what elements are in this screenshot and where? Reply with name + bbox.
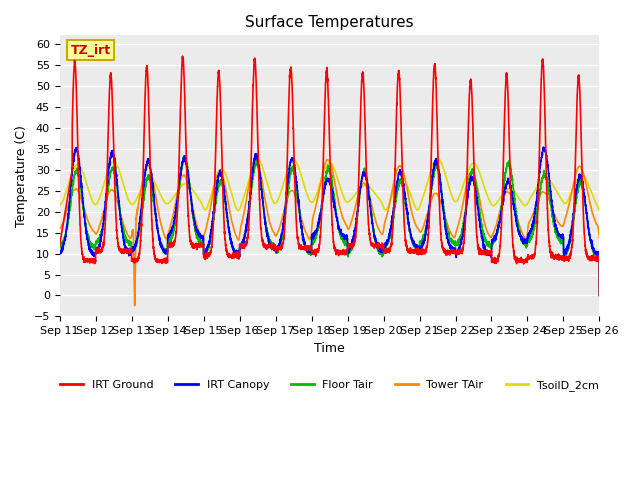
IRT Canopy — [595, 252, 603, 257]
TsoilD_2cm — [434, 156, 442, 161]
Text: TZ_irt: TZ_irt — [70, 44, 111, 57]
Line: Tower TAir: Tower TAir — [60, 160, 600, 306]
Floor Tair — [451, 242, 458, 248]
IRT Ground — [481, 251, 489, 257]
IRT Canopy — [420, 236, 428, 241]
TsoilD_2cm — [596, 207, 604, 213]
Tower TAir — [421, 220, 429, 226]
Line: TsoilD_2cm: TsoilD_2cm — [60, 158, 600, 210]
IRT Ground — [56, 242, 63, 248]
Floor Tair — [153, 223, 161, 229]
Floor Tair — [181, 153, 189, 158]
IRT Canopy — [596, 293, 604, 299]
Tower TAir — [451, 235, 458, 240]
IRT Canopy — [56, 249, 63, 254]
Floor Tair — [420, 232, 428, 238]
Tower TAir — [310, 213, 317, 219]
IRT Ground — [153, 257, 161, 263]
Tower TAir — [131, 303, 138, 309]
Floor Tair — [596, 293, 604, 299]
TsoilD_2cm — [153, 183, 161, 189]
IRT Ground — [179, 53, 186, 59]
Floor Tair — [56, 244, 63, 250]
Tower TAir — [596, 236, 604, 241]
TsoilD_2cm — [420, 190, 428, 195]
TsoilD_2cm — [595, 207, 603, 213]
IRT Canopy — [481, 245, 489, 251]
TsoilD_2cm — [481, 187, 489, 192]
Tower TAir — [481, 223, 489, 228]
Title: Surface Temperatures: Surface Temperatures — [245, 15, 414, 30]
IRT Ground — [451, 248, 458, 254]
Tower TAir — [56, 226, 63, 231]
IRT Canopy — [540, 144, 547, 150]
IRT Canopy — [153, 218, 161, 224]
Line: Floor Tair: Floor Tair — [60, 156, 600, 296]
Floor Tair — [595, 253, 603, 259]
TsoilD_2cm — [451, 198, 458, 204]
TsoilD_2cm — [309, 199, 317, 204]
IRT Canopy — [451, 246, 458, 252]
IRT Canopy — [309, 232, 317, 238]
IRT Ground — [596, 293, 604, 299]
Y-axis label: Temperature (C): Temperature (C) — [15, 125, 28, 227]
Legend: IRT Ground, IRT Canopy, Floor Tair, Tower TAir, TsoilD_2cm: IRT Ground, IRT Canopy, Floor Tair, Towe… — [56, 375, 603, 395]
Tower TAir — [323, 157, 331, 163]
IRT Ground — [310, 251, 317, 257]
Floor Tair — [481, 236, 489, 242]
IRT Ground — [595, 254, 603, 260]
Floor Tair — [310, 240, 317, 246]
Line: IRT Canopy: IRT Canopy — [60, 147, 600, 296]
X-axis label: Time: Time — [314, 342, 345, 355]
IRT Ground — [420, 249, 428, 254]
Tower TAir — [595, 232, 603, 238]
Tower TAir — [153, 200, 161, 205]
Line: IRT Ground: IRT Ground — [60, 56, 600, 296]
TsoilD_2cm — [56, 202, 63, 208]
